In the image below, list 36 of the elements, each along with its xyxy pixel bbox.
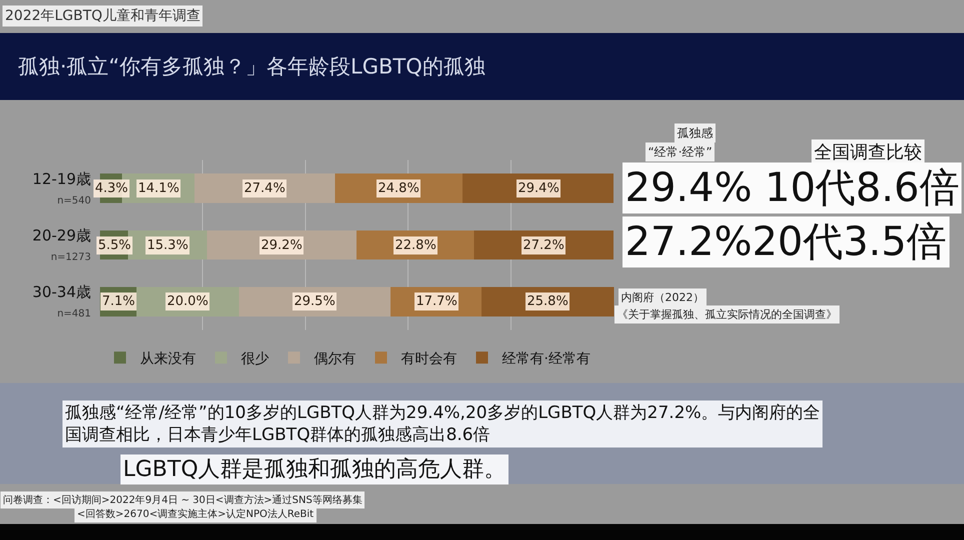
text: 2022年LGBTQ儿童和青年调查 <box>5 8 200 24</box>
data-label: 25.8% <box>527 294 568 309</box>
y-tick-label: 30-34歳 n=481 <box>32 283 91 320</box>
legend-label: 从来没有 <box>140 351 196 368</box>
text: 孤独感“经常/经常”的10多岁的LGBTQ人群为29.4%,20多岁的LGBTQ人群为27.2%。与内阁府的全国调查相比，日本青少年LGBTQ群体的孤独感高出8.6倍 <box>65 403 820 446</box>
data-label: 15.3% <box>147 238 188 253</box>
data-label: 27.2% <box>523 238 564 253</box>
data-label: 5.5% <box>98 238 132 253</box>
text: 27.2%20代3.5倍 <box>625 219 947 265</box>
text: LGBTQ人群是孤独和孤独的高危人群。 <box>123 457 506 482</box>
text: <回答数>2670<调查实施主体>认定NPO法人ReBit <box>77 508 314 520</box>
data-label: 29.4% <box>518 181 560 196</box>
text: 《关于掌握孤独、孤立实际情况的全国调查》 <box>617 308 837 321</box>
legend-label: 偶尔有 <box>314 351 356 368</box>
data-label: 14.1% <box>138 181 180 196</box>
text: “经常·经常” <box>648 145 712 159</box>
y-tick-label: 20-29歳 n=1273 <box>32 226 91 263</box>
text: 孤独感 <box>677 126 713 140</box>
legend-label: 很少 <box>241 351 269 368</box>
text: 全国调查比较 <box>814 142 922 163</box>
data-label: 29.5% <box>294 294 336 309</box>
legend-label: 经常有·经常有 <box>502 351 590 368</box>
data-label: 29.2% <box>261 238 302 253</box>
chart-title: 孤独·孤立“你有多孤独？」各年龄段LGBTQ的孤独 <box>18 54 486 78</box>
data-label: 27.4% <box>244 181 286 196</box>
data-label: 24.8% <box>378 181 420 196</box>
data-label: 22.8% <box>395 238 436 253</box>
legend-label: 有时会有 <box>401 351 457 368</box>
data-label: 7.1% <box>102 294 136 309</box>
data-label: 17.7% <box>416 294 458 309</box>
text: 内阁府（2022） <box>621 291 704 304</box>
text: 29.4% 10代8.6倍 <box>625 165 960 211</box>
data-label: 20.0% <box>167 294 208 309</box>
y-tick-label: 12-19歳 n=540 <box>32 170 91 206</box>
data-label: 4.3% <box>95 181 128 196</box>
text: 问卷调查：<回访期间>2022年9月4日 ~ 30日<调查方法>通过SNS等网络募集 <box>3 494 362 506</box>
